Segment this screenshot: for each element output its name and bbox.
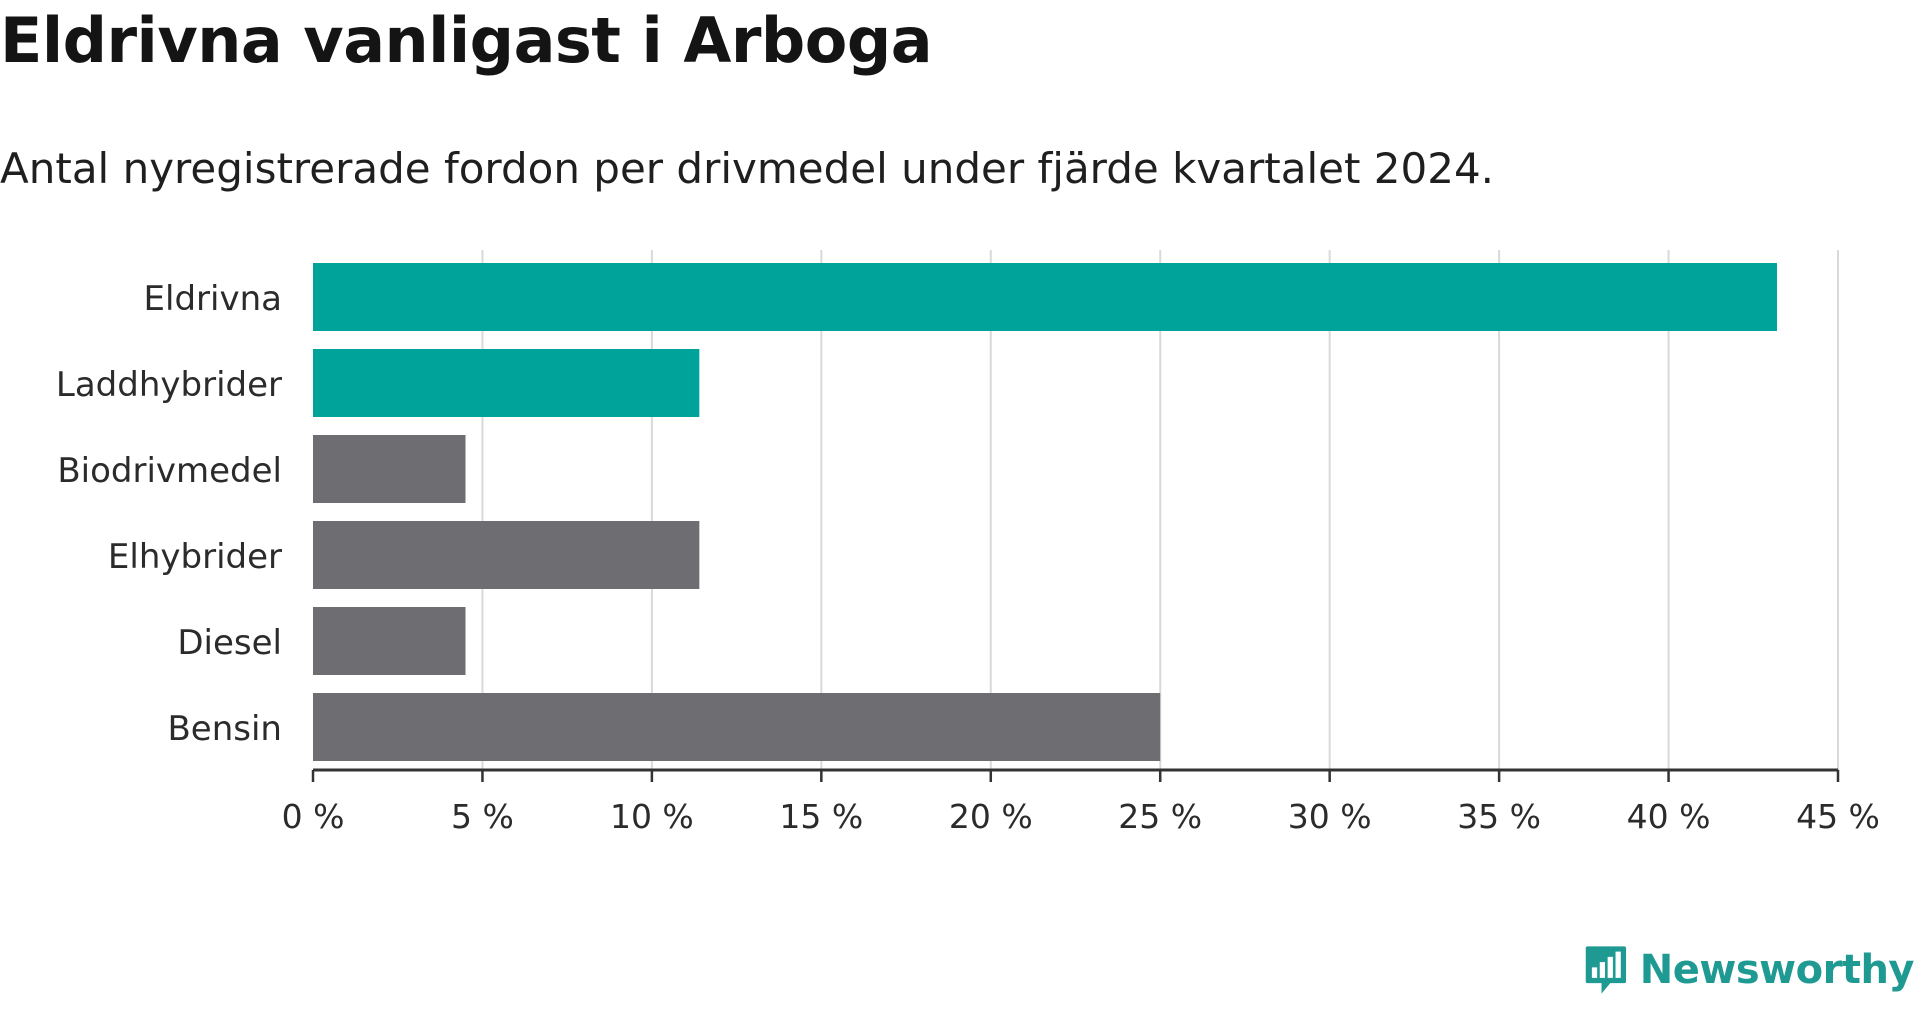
x-tick-label: 5 % <box>451 797 514 836</box>
category-labels: Eldrivna Laddhybrider Biodrivmedel Elhybrid… <box>56 279 282 749</box>
bar-chart-bubble-icon <box>1585 946 1627 994</box>
x-tick-label: 15 % <box>779 797 863 836</box>
bars <box>313 263 1777 761</box>
category-label: Bensin <box>167 709 282 749</box>
grid-lines <box>481 250 1839 770</box>
x-tick-label: 25 % <box>1118 797 1202 836</box>
bar-diesel <box>313 607 466 675</box>
bar-bensin <box>313 693 1161 761</box>
category-label: Eldrivna <box>144 279 282 319</box>
bar-biodrivmedel <box>313 435 466 503</box>
x-tick-label: 0 % <box>282 797 345 836</box>
category-label: Biodrivmedel <box>57 451 282 491</box>
logo-text: Newsworthy <box>1639 947 1915 993</box>
category-label: Diesel <box>177 623 282 663</box>
x-tick-label: 10 % <box>610 797 694 836</box>
chart-title: Eldrivna vanligast i Arboga <box>0 4 933 77</box>
bar-eldrivna <box>313 263 1777 331</box>
x-tick-label: 20 % <box>949 797 1033 836</box>
chart-subtitle: Antal nyregistrerade fordon per drivmede… <box>0 144 1495 193</box>
x-axis: 0 % 5 % 10 % 15 % 20 % 25 % 30 % 35 % 40 % 45 % <box>282 768 1880 836</box>
bar-laddhybrider <box>313 349 700 417</box>
category-label: Laddhybrider <box>56 365 282 405</box>
bar-elhybrider <box>313 521 700 589</box>
x-tick-label: 45 % <box>1796 797 1880 836</box>
x-tick-label: 40 % <box>1627 797 1711 836</box>
category-label: Elhybrider <box>108 537 282 577</box>
newsworthy-logo: Newsworthy <box>1584 930 1915 1010</box>
x-tick-label: 35 % <box>1457 797 1541 836</box>
x-tick-label: 30 % <box>1288 797 1372 836</box>
